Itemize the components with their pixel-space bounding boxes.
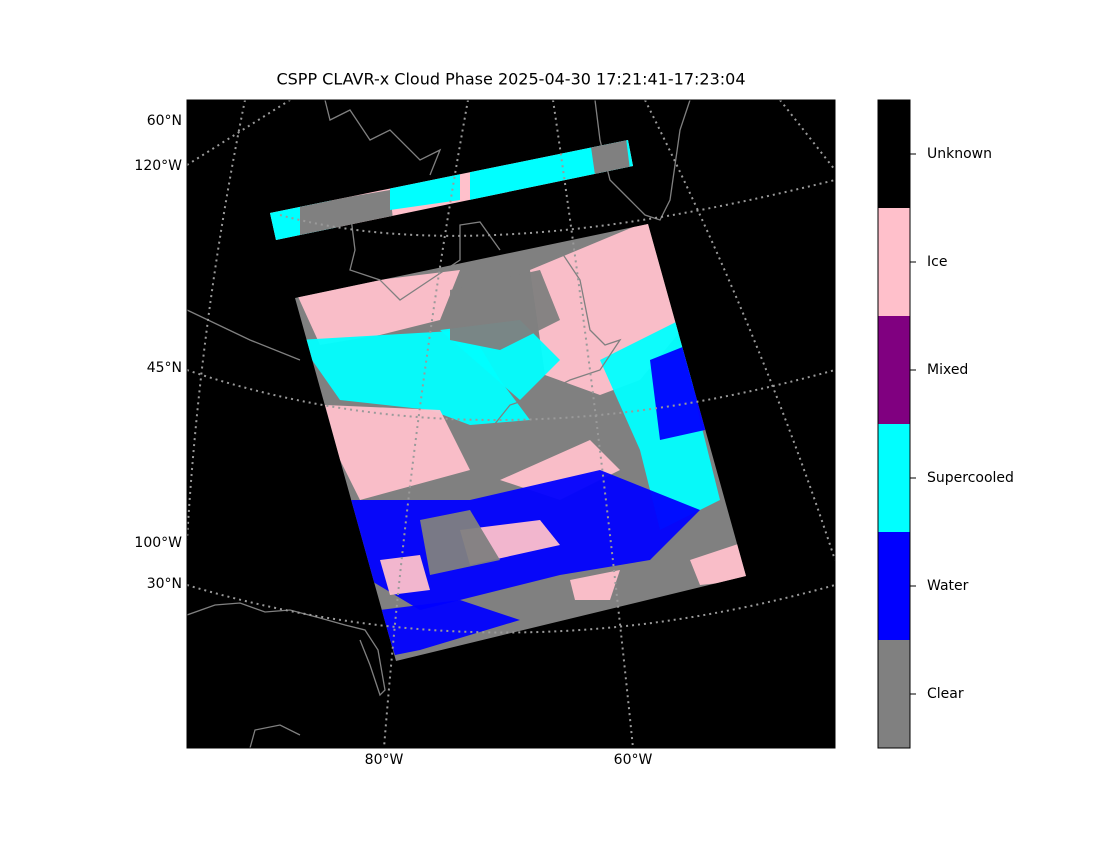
lon-label: 100°W (134, 535, 182, 551)
lat-label: 60°N (147, 113, 182, 129)
colorbar-segment (878, 424, 910, 532)
colorbar-label: Water (927, 578, 969, 594)
colorbar-segment (878, 316, 910, 424)
colorbar-segment (878, 532, 910, 640)
colorbar-label: Unknown (927, 146, 992, 162)
cloud-region (570, 570, 620, 600)
colorbar: Clear Water Supercooled Mixed Ice Unknown (877, 99, 1014, 749)
lat-label: 45°N (147, 360, 182, 376)
cloud-region (450, 270, 560, 350)
colorbar-label: Supercooled (927, 470, 1014, 486)
map-frame (186, 99, 836, 749)
cloud-region (380, 600, 520, 655)
cloud-region (690, 540, 746, 585)
title: CSPP CLAVR-x Cloud Phase 2025-04-30 17:2… (276, 70, 745, 89)
colorbar-label: Mixed (927, 362, 968, 378)
colorbar-segment (878, 208, 910, 316)
colorbar-label: Clear (927, 686, 964, 702)
graticule (187, 100, 835, 748)
lat-label: 30°N (147, 576, 182, 592)
colorbar-segment (878, 640, 910, 748)
lon-label: 60°W (614, 752, 653, 768)
colorbar-segment (878, 100, 910, 208)
cloud-region (420, 510, 500, 575)
cloud-region (380, 555, 430, 595)
colorbar-label: Ice (927, 254, 947, 270)
lon-label: 120°W (134, 158, 182, 174)
cloud-region (325, 405, 470, 500)
lon-label: 80°W (365, 752, 404, 768)
map (187, 100, 835, 748)
colorbar-frame (877, 99, 911, 749)
